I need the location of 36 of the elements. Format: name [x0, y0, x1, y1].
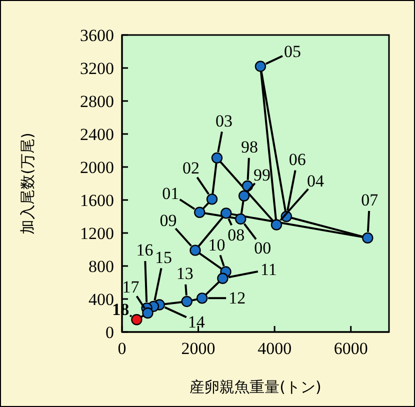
annotation: 07	[361, 190, 379, 210]
annotation: 03	[215, 111, 232, 130]
annotation: 11	[260, 260, 277, 279]
y-tick-label: 400	[88, 290, 114, 310]
annotation: 14	[188, 312, 206, 332]
y-tick-label: 3600	[80, 26, 114, 46]
annotation: 16	[136, 240, 154, 260]
x-tick-label: 0	[118, 339, 126, 358]
y-tick-label: 2400	[80, 125, 114, 144]
y-tick-label: 1600	[80, 191, 114, 210]
x-tick-label: 2000	[181, 339, 216, 358]
annotation: 99	[254, 165, 271, 184]
annotation: 15	[154, 248, 172, 267]
annotation: 08	[228, 226, 245, 245]
y-tick-label: 2000	[80, 158, 114, 178]
y-tick-label: 800	[88, 257, 114, 276]
annotation: 09	[160, 210, 177, 230]
annotation: 17	[122, 278, 140, 297]
x-tick-label: 6000	[334, 339, 368, 358]
y-tick-label: 2800	[80, 92, 114, 112]
annotation: 02	[182, 158, 200, 178]
y-tick-label: 3200	[80, 59, 114, 78]
annotation: 01	[162, 184, 180, 203]
annotation: 04	[306, 171, 324, 190]
annotation: 00	[254, 238, 272, 258]
annotation: 13	[176, 264, 194, 283]
x-axis-title: 産卵親魚重量(トン)	[190, 378, 322, 396]
annotation: 10	[208, 235, 226, 254]
annotation: 12	[228, 288, 246, 308]
annotation: 98	[240, 137, 258, 156]
annotation: 06	[288, 150, 306, 169]
y-tick-label: 0	[106, 323, 114, 342]
x-tick-label: 4000	[258, 339, 292, 358]
y-tick-label: 1200	[80, 224, 114, 244]
y-axis-title: 加入尾数(万尾)	[18, 132, 36, 234]
annotation: 05	[284, 42, 301, 61]
